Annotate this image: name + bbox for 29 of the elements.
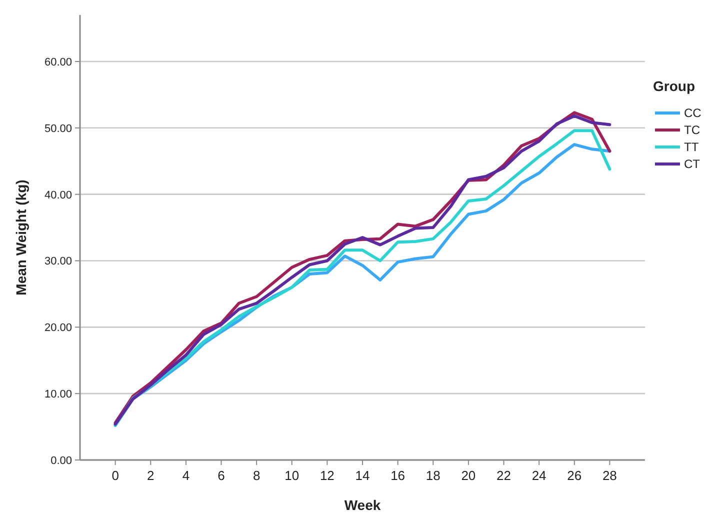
y-tick-label: 60.00 — [44, 56, 72, 68]
y-axis-title: Mean Weight (kg) — [13, 180, 29, 296]
legend-title: Group — [653, 78, 695, 94]
x-axis-title: Week — [344, 497, 381, 513]
x-tick-label: 26 — [567, 468, 582, 483]
x-tick-label: 28 — [602, 468, 617, 483]
x-tick-label: 16 — [390, 468, 406, 483]
x-tick-label: 10 — [284, 468, 300, 483]
legend-label: TT — [684, 140, 700, 154]
x-tick-label: 14 — [355, 468, 370, 483]
legend-label: CC — [684, 106, 702, 120]
x-tick-label: 2 — [147, 468, 154, 483]
x-tick-label: 0 — [112, 468, 119, 483]
x-tick-label: 24 — [532, 468, 546, 483]
x-tick-label: 6 — [218, 468, 225, 483]
y-tick-label: 30.00 — [44, 256, 72, 268]
x-tick-label: 12 — [320, 468, 334, 483]
y-tick-label: 50.00 — [44, 122, 72, 135]
x-tick-label: 18 — [426, 468, 440, 483]
x-tick-label: 22 — [496, 468, 511, 483]
x-tick-label: 8 — [252, 468, 260, 483]
y-tick-label: 40.00 — [44, 189, 72, 202]
y-tick-label: 20.00 — [44, 322, 72, 334]
x-tick-label: 20 — [461, 468, 476, 483]
x-tick-label: 4 — [182, 468, 190, 483]
y-tick-label: 0.00 — [50, 455, 72, 467]
legend-label: CT — [684, 157, 701, 171]
legend-label: TC — [684, 123, 700, 137]
y-tick-label: 10.00 — [44, 388, 72, 401]
